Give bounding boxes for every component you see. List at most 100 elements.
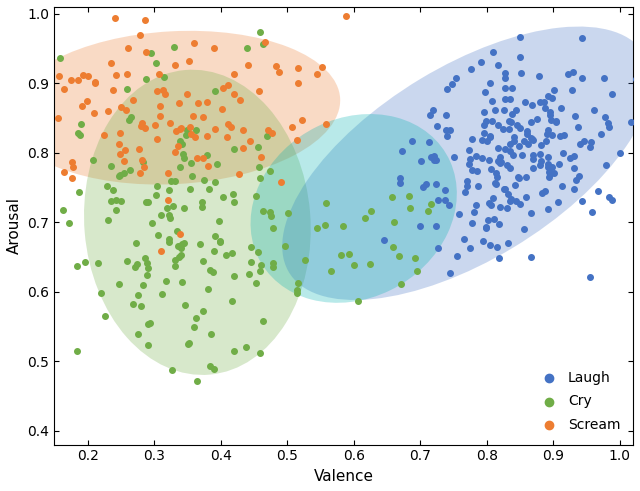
Cry xyxy=(182,126,192,134)
Laugh xyxy=(533,72,543,80)
Laugh xyxy=(547,94,557,102)
Scream xyxy=(128,96,138,104)
Scream xyxy=(137,156,147,164)
Scream xyxy=(203,163,213,170)
Laugh xyxy=(570,112,580,120)
Laugh xyxy=(485,133,495,140)
Laugh xyxy=(461,183,472,191)
Scream xyxy=(116,103,126,110)
Laugh xyxy=(557,182,567,190)
Cry xyxy=(293,279,303,287)
Laugh xyxy=(540,187,550,194)
Laugh xyxy=(447,80,457,87)
Laugh xyxy=(515,125,525,133)
Scream xyxy=(152,87,162,95)
Scream xyxy=(186,123,196,131)
Laugh xyxy=(515,54,525,61)
Scream xyxy=(108,86,118,94)
Cry xyxy=(140,254,150,262)
Cry xyxy=(412,267,422,274)
Cry xyxy=(258,317,268,325)
Laugh xyxy=(516,69,526,77)
Laugh xyxy=(607,196,618,204)
Laugh xyxy=(511,106,522,113)
Laugh xyxy=(491,180,501,188)
Laugh xyxy=(493,61,503,69)
Laugh xyxy=(510,182,520,190)
Scream xyxy=(275,69,285,77)
Cry xyxy=(364,260,374,268)
Laugh xyxy=(490,179,500,187)
Cry xyxy=(191,126,201,134)
Laugh xyxy=(424,138,435,146)
Cry xyxy=(175,163,186,171)
Cry xyxy=(106,162,116,169)
Cry xyxy=(284,209,294,217)
Laugh xyxy=(433,196,444,204)
Laugh xyxy=(460,188,470,196)
Laugh xyxy=(425,111,435,119)
Laugh xyxy=(543,153,554,161)
Cry xyxy=(180,301,190,309)
Scream xyxy=(210,126,220,134)
Scream xyxy=(292,136,302,144)
Cry xyxy=(202,151,212,159)
Laugh xyxy=(553,198,563,206)
Laugh xyxy=(407,137,417,145)
Cry xyxy=(210,178,220,186)
Laugh xyxy=(444,201,454,209)
Laugh xyxy=(509,133,520,141)
Scream xyxy=(60,168,70,176)
Laugh xyxy=(568,68,578,76)
Cry xyxy=(205,266,215,273)
Scream xyxy=(88,109,99,116)
Laugh xyxy=(490,107,500,114)
Scream xyxy=(134,169,145,177)
Cry xyxy=(179,239,189,247)
Laugh xyxy=(486,201,497,209)
Scream xyxy=(26,137,36,145)
Laugh xyxy=(503,240,513,247)
Cry xyxy=(102,182,112,190)
Laugh xyxy=(522,127,532,135)
Laugh xyxy=(504,95,515,103)
Laugh xyxy=(467,65,477,73)
Scream xyxy=(223,120,234,128)
Scream xyxy=(115,129,125,136)
Cry xyxy=(198,307,208,315)
Laugh xyxy=(532,115,542,123)
Laugh xyxy=(433,244,443,252)
Laugh xyxy=(638,174,640,182)
Cry xyxy=(116,197,127,205)
Cry xyxy=(176,244,186,252)
Cry xyxy=(396,280,406,288)
Laugh xyxy=(518,225,529,233)
Scream xyxy=(173,142,183,150)
Laugh xyxy=(585,273,595,281)
Laugh xyxy=(500,145,510,153)
Cry xyxy=(338,221,348,229)
Scream xyxy=(218,84,228,92)
Cry xyxy=(214,217,225,225)
Laugh xyxy=(494,254,504,262)
Laugh xyxy=(543,173,554,181)
Laugh xyxy=(502,162,512,169)
Cry xyxy=(177,240,187,247)
Laugh xyxy=(543,206,553,214)
Laugh xyxy=(471,201,481,209)
Cry xyxy=(212,160,223,168)
Cry xyxy=(426,200,436,208)
Scream xyxy=(176,124,186,132)
Cry xyxy=(209,365,219,373)
Scream xyxy=(54,72,65,80)
Scream xyxy=(157,86,168,94)
Cry xyxy=(150,191,161,198)
Laugh xyxy=(563,70,573,78)
Cry xyxy=(191,315,201,323)
Laugh xyxy=(493,121,503,129)
Laugh xyxy=(465,244,476,252)
Scream xyxy=(198,113,209,121)
Scream xyxy=(341,12,351,20)
Laugh xyxy=(515,33,525,41)
Scream xyxy=(135,31,145,39)
